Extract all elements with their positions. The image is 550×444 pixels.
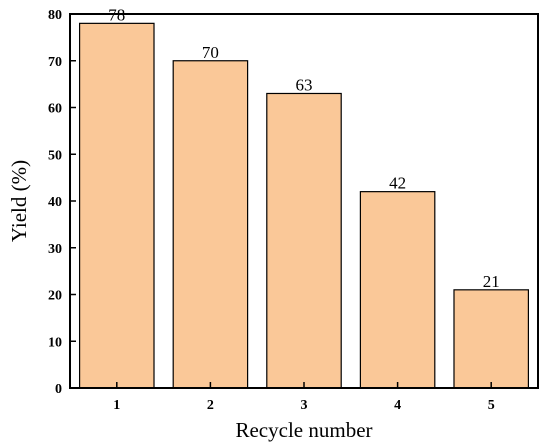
data-label-3: 63: [296, 75, 313, 94]
bar-4: [359, 191, 436, 389]
x-axis-title: Recycle number: [235, 418, 372, 442]
y-tick-label: 80: [48, 8, 62, 23]
x-tick-label: 4: [394, 398, 401, 413]
y-tick-label: 60: [48, 102, 62, 117]
x-tick-label: 5: [488, 398, 495, 413]
y-axis-title: Yield (%): [7, 160, 31, 242]
bar-3: [266, 92, 342, 389]
data-label-4: 42: [389, 174, 406, 193]
bar-5: [453, 289, 530, 389]
data-label-2: 70: [202, 43, 219, 62]
x-tick-label: 1: [113, 398, 120, 413]
data-label-5: 21: [483, 272, 500, 291]
bar-2: [172, 60, 249, 389]
bar-1: [78, 22, 155, 389]
y-tick-label: 10: [48, 335, 62, 350]
y-tick-label: 70: [48, 55, 62, 70]
y-tick-label: 50: [48, 148, 62, 163]
plot-frame: [69, 13, 539, 389]
y-axis-ticks: 0 10 20 30 40 50 60 70 80: [48, 8, 76, 397]
y-tick-label: 30: [48, 242, 62, 257]
y-tick-label: 20: [48, 289, 62, 304]
y-tick-label: 0: [55, 382, 62, 397]
y-tick-label: 40: [48, 195, 62, 210]
x-tick-label: 2: [207, 398, 214, 413]
x-axis-ticks: 1 2 3 4 5: [113, 382, 495, 413]
x-tick-label: 3: [301, 398, 308, 413]
